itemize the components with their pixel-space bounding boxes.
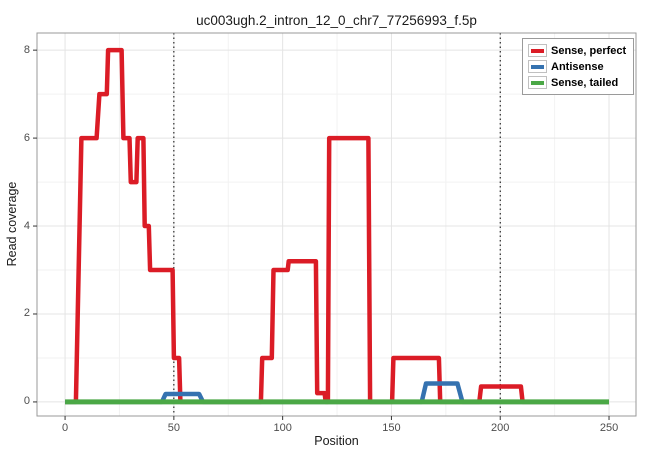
legend-key-box (528, 76, 547, 89)
x-tick-label: 200 (491, 422, 510, 434)
y-tick-label: 2 (23, 307, 30, 320)
x-axis-label: Position (314, 434, 359, 448)
x-tick-label: 100 (273, 422, 292, 434)
x-tick-label: 50 (167, 422, 180, 434)
legend-key-box (528, 44, 547, 57)
panel-border (36, 32, 637, 417)
legend-entry: Sense, perfect (528, 44, 626, 57)
plot-panel (37, 33, 636, 416)
y-axis-label: Read coverage (5, 181, 19, 266)
x-tick-label: 150 (382, 422, 401, 434)
x-tick-label: 0 (62, 422, 69, 434)
legend-key-box (528, 60, 547, 73)
legend: Sense, perfect Antisense Sense, tailed (522, 38, 635, 95)
legend-label: Sense, perfect (551, 44, 627, 57)
legend-label: Sense, tailed (551, 76, 619, 89)
chart-title: uc003ugh.2_intron_12_0_chr7_77256993_f.5… (196, 13, 477, 28)
y-tick-label: 0 (23, 395, 30, 408)
y-tick-label: 6 (23, 131, 30, 144)
legend-entry: Sense, tailed (528, 76, 626, 89)
legend-entry: Antisense (528, 60, 626, 73)
legend-color-swatch (531, 48, 544, 53)
legend-color-swatch (531, 80, 544, 85)
series-line-1 (65, 47, 609, 405)
y-tick-label: 4 (23, 219, 30, 232)
x-tick-label: 250 (599, 422, 619, 434)
legend-label: Antisense (551, 60, 604, 73)
legend-color-swatch (531, 64, 544, 69)
y-tick-label: 8 (23, 43, 30, 56)
